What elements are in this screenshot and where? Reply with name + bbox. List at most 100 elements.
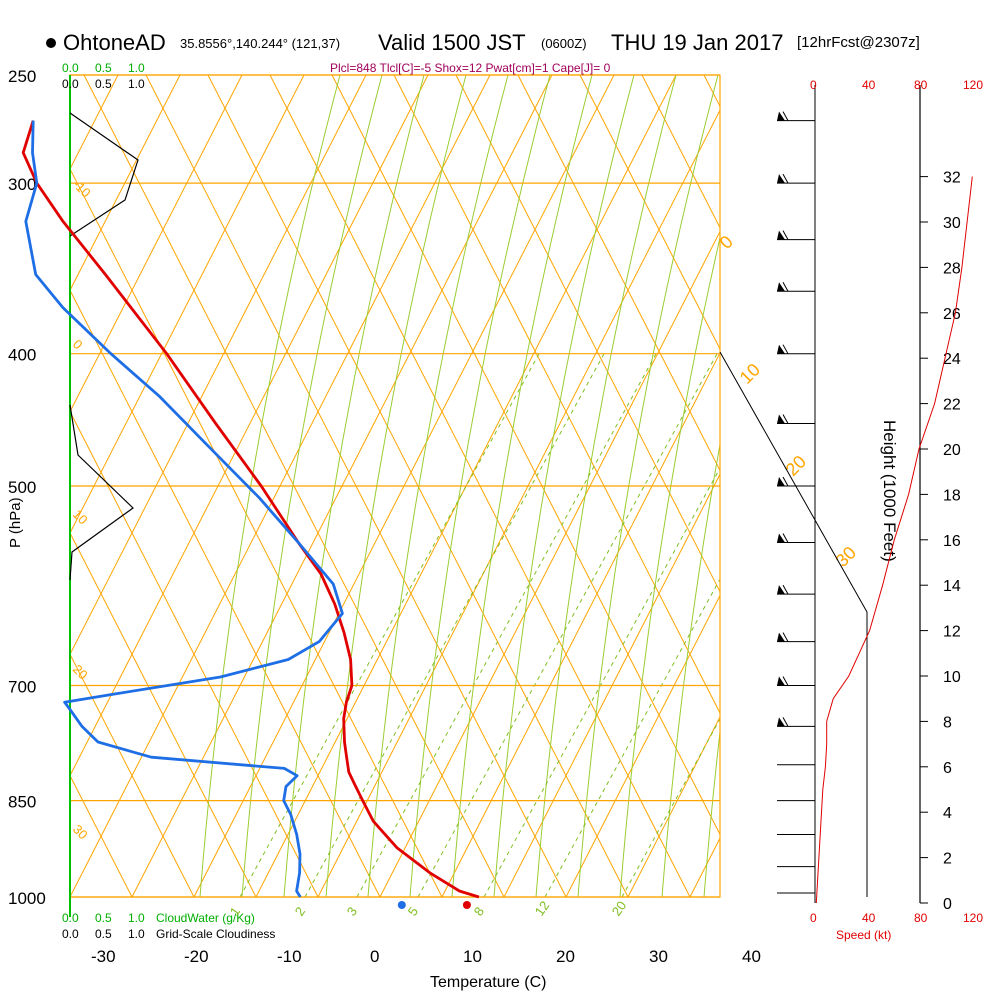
height-tick-label: 30 [943, 215, 961, 232]
mixing-ratio-label: 12 [532, 898, 553, 918]
isotherm-line [689, 837, 720, 897]
dewpoint-trace [24, 120, 344, 898]
height-tick-label: 20 [943, 442, 961, 459]
forecast-info: [12hrFcst@2307z] [797, 34, 920, 51]
dry-adiabat-label: 10 [70, 507, 91, 528]
dry-adiabat-line [641, 75, 720, 229]
dry-adiabat-label: -10 [70, 177, 94, 201]
wind-barb-pennant [777, 344, 785, 354]
wind-barb-feather [782, 344, 789, 354]
mixing-ratio-line [483, 467, 720, 897]
wind-barb-feather [782, 476, 789, 487]
cloudwater-bottom-tick: 0.0 [62, 911, 79, 925]
isotherm-line [565, 594, 720, 897]
stability-indices: Plcl=848 Tlcl[C]=-5 Shox=12 Pwat[cm]=1 C… [330, 61, 611, 75]
dry-adiabat-label: 20 [70, 662, 91, 683]
speed-bottom-tick: 40 [862, 911, 876, 925]
moist-adiabat-line [409, 75, 551, 897]
panel-boundary [719, 351, 868, 897]
valid-date: THU 19 Jan 2017 [611, 30, 784, 55]
moist-adiabat-line [241, 75, 383, 897]
station-name: OhtoneAD [63, 30, 166, 55]
temperature-axis-title: Temperature (C) [430, 974, 546, 991]
temperature-tick-label: -30 [91, 947, 116, 966]
speed-top-tick: 80 [914, 78, 928, 92]
pressure-tick-label: 700 [8, 678, 36, 697]
surface-dewpoint-marker [397, 901, 406, 909]
height-tick-label: 26 [943, 306, 961, 323]
mixing-ratio-line [304, 351, 606, 897]
height-tick-label: 14 [943, 578, 961, 595]
moist-adiabat-line [367, 75, 509, 897]
station-dot-icon [46, 38, 56, 48]
height-tick-label: 32 [943, 170, 961, 187]
temperature-trace [21, 120, 480, 899]
cloudiness-label: Grid-Scale Cloudiness [156, 927, 275, 941]
cloudiness-profile-upper [69, 112, 139, 237]
wind-barb-feather [782, 584, 789, 595]
height-tick-label: 10 [943, 669, 961, 686]
wind-barb-pennant [777, 585, 785, 595]
cloudwater-label: CloudWater (g/Kg) [156, 911, 255, 925]
temperature-tick-label: 10 [463, 947, 482, 966]
height-tick-label: 18 [943, 487, 961, 504]
height-tick-label: 6 [943, 760, 952, 777]
wind-barb-pennant [777, 717, 785, 727]
chart-header: OhtoneAD 35.8556°,140.244° (121,37) Vali… [0, 0, 1000, 60]
dry-adiabat-label: 30 [70, 822, 91, 843]
moist-adiabat-line [451, 75, 593, 897]
cloudiness-bottom-tick: 0.5 [95, 927, 112, 941]
temperature-tick-label: 30 [649, 947, 668, 966]
speed-axis-title: Speed (kt) [836, 928, 891, 942]
speed-bottom-tick: 120 [963, 911, 983, 925]
height-tick-label: 12 [943, 624, 961, 641]
temperature-tick-label: 0 [370, 947, 379, 966]
pressure-axis-title: P (hPa) [7, 497, 24, 548]
speed-top-tick: 40 [862, 78, 876, 92]
wind-barb-pennant [777, 174, 785, 184]
height-tick-label: 4 [943, 805, 952, 822]
dry-adiabat-line [828, 75, 1000, 897]
wind-barb-pennant [777, 111, 785, 121]
wind-barb-pennant [777, 282, 785, 292]
cloudiness-top-tick: 1.0 [128, 77, 145, 91]
isotherm-label: 10 [736, 360, 764, 388]
wind-barb-feather [782, 281, 789, 292]
height-tick-label: 0 [943, 896, 952, 913]
pressure-tick-label: 850 [8, 793, 36, 812]
mixing-ratio-label: 8 [471, 904, 487, 919]
valid-time: Valid 1500 JST [378, 30, 526, 55]
wind-barb-pennant [777, 477, 785, 486]
wind-barb-feather [782, 414, 789, 424]
station-coords: 35.8556°,140.244° (121,37) [180, 36, 341, 51]
height-tick-label: 8 [943, 714, 952, 731]
height-tick-label: 16 [943, 533, 961, 550]
mixing-ratio-line [544, 578, 720, 897]
isotherm-line [814, 75, 1000, 897]
moist-adiabat-line [746, 75, 886, 897]
height-tick-label: 2 [943, 851, 952, 868]
mixing-ratio-line [356, 351, 658, 897]
temperature-tick-label: 40 [742, 947, 761, 966]
mixing-ratio-label: 3 [344, 904, 360, 919]
cloudwater-top-tick: 1.0 [128, 61, 145, 75]
mixing-ratio-label: 2 [292, 904, 308, 919]
isotherm-line [70, 75, 243, 413]
dry-adiabat-line [952, 75, 1000, 897]
wind-barb-feather [782, 230, 789, 240]
wind-barb-feather [782, 717, 789, 727]
moist-adiabat-line [661, 441, 720, 897]
cloudiness-bottom-tick: 0.0 [62, 927, 79, 941]
height-axis-title: Height (1000 Feet) [880, 420, 899, 562]
dry-adiabat-line [579, 75, 720, 351]
surface-temperature-marker [462, 901, 471, 909]
moist-adiabat-line [325, 75, 467, 897]
moist-adiabat-line [703, 727, 720, 897]
cloudwater-top-tick: 0.5 [95, 61, 112, 75]
valid-time-utc: (0600Z) [541, 36, 587, 51]
mixing-ratio-line [239, 351, 541, 897]
speed-bottom-tick: 80 [914, 911, 928, 925]
wind-barb-pennant [777, 533, 785, 543]
wind-barb-feather [782, 676, 789, 686]
